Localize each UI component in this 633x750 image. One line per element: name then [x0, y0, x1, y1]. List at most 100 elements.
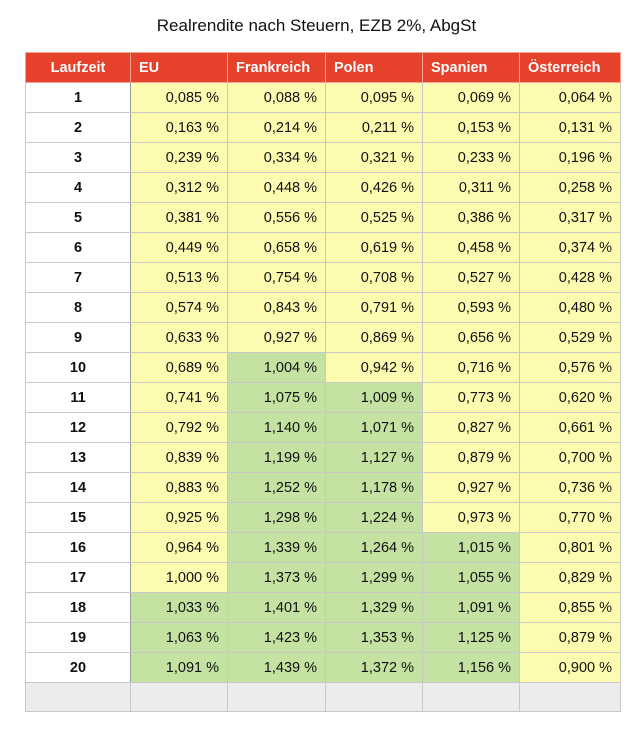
value-cell: 0,925 %: [130, 502, 228, 533]
value-cell: 0,574 %: [130, 292, 228, 323]
value-cell: 1,140 %: [227, 412, 326, 443]
column-header: EU: [130, 52, 228, 83]
value-cell: 0,964 %: [130, 532, 228, 563]
value-cell: 1,075 %: [227, 382, 326, 413]
table-row: 18 1,033 % 1,401 % 1,329 % 1,091 % 0,855 %: [25, 592, 621, 623]
value-cell: 0,312 %: [130, 172, 228, 203]
value-cell: 0,773 %: [422, 382, 520, 413]
table-row: 13 0,839 % 1,199 % 1,127 % 0,879 % 0,700 %: [25, 442, 621, 473]
value-cell: 0,448 %: [227, 172, 326, 203]
value-cell: 1,071 %: [325, 412, 423, 443]
term-cell: 11: [25, 382, 131, 413]
value-cell: 1,252 %: [227, 472, 326, 503]
value-cell: 0,829 %: [519, 562, 621, 593]
value-cell: 0,656 %: [422, 322, 520, 353]
term-cell: 9: [25, 322, 131, 353]
value-cell: 1,091 %: [130, 652, 228, 683]
value-cell: 0,927 %: [227, 322, 326, 353]
value-cell: 1,125 %: [422, 622, 520, 653]
term-cell: 4: [25, 172, 131, 203]
value-cell: 0,085 %: [130, 82, 228, 113]
term-cell: 10: [25, 352, 131, 383]
term-cell: 17: [25, 562, 131, 593]
table-row: 7 0,513 % 0,754 % 0,708 % 0,527 % 0,428 %: [25, 262, 621, 293]
value-cell: 0,801 %: [519, 532, 621, 563]
term-cell: 19: [25, 622, 131, 653]
value-cell: 1,298 %: [227, 502, 326, 533]
value-cell: 1,015 %: [422, 532, 520, 563]
table-row: 8 0,574 % 0,843 % 0,791 % 0,593 % 0,480 %: [25, 292, 621, 323]
table-row: 17 1,000 % 1,373 % 1,299 % 1,055 % 0,829 %: [25, 562, 621, 593]
term-cell: 14: [25, 472, 131, 503]
value-cell: 0,879 %: [519, 622, 621, 653]
value-cell: 0,064 %: [519, 82, 621, 113]
term-cell: 12: [25, 412, 131, 443]
value-cell: 0,334 %: [227, 142, 326, 173]
empty-footer-row: [25, 682, 621, 712]
term-cell: 20: [25, 652, 131, 683]
value-cell: 1,423 %: [227, 622, 326, 653]
value-cell: 0,620 %: [519, 382, 621, 413]
value-cell: 0,095 %: [325, 82, 423, 113]
table-row: 12 0,792 % 1,140 % 1,071 % 0,827 % 0,661 %: [25, 412, 621, 443]
value-cell: 0,791 %: [325, 292, 423, 323]
table-row: 5 0,381 % 0,556 % 0,525 % 0,386 % 0,317 %: [25, 202, 621, 233]
column-header: Frankreich: [227, 52, 326, 83]
value-cell: 0,426 %: [325, 172, 423, 203]
table-row: 9 0,633 % 0,927 % 0,869 % 0,656 % 0,529 %: [25, 322, 621, 353]
column-header: Spanien: [422, 52, 520, 83]
term-cell: 8: [25, 292, 131, 323]
value-cell: 0,211 %: [325, 112, 423, 143]
term-cell: 16: [25, 532, 131, 563]
value-cell: 1,264 %: [325, 532, 423, 563]
table-row: 2 0,163 % 0,214 % 0,211 % 0,153 % 0,131 %: [25, 112, 621, 143]
value-cell: 1,055 %: [422, 562, 520, 593]
value-cell: 0,770 %: [519, 502, 621, 533]
value-cell: 1,299 %: [325, 562, 423, 593]
empty-cell: [519, 682, 621, 712]
value-cell: 0,311 %: [422, 172, 520, 203]
value-cell: 1,033 %: [130, 592, 228, 623]
value-cell: 0,088 %: [227, 82, 326, 113]
value-cell: 0,855 %: [519, 592, 621, 623]
value-cell: 1,091 %: [422, 592, 520, 623]
value-cell: 0,942 %: [325, 352, 423, 383]
empty-cell: [325, 682, 423, 712]
value-cell: 0,480 %: [519, 292, 621, 323]
table-row: 10 0,689 % 1,004 % 0,942 % 0,716 % 0,576 %: [25, 352, 621, 383]
value-cell: 0,214 %: [227, 112, 326, 143]
value-cell: 0,754 %: [227, 262, 326, 293]
value-cell: 0,527 %: [422, 262, 520, 293]
value-cell: 1,004 %: [227, 352, 326, 383]
term-cell: 15: [25, 502, 131, 533]
title: Realrendite nach Steuern, EZB 2%, AbgSt: [156, 16, 477, 35]
term-cell: 3: [25, 142, 131, 173]
value-cell: 1,401 %: [227, 592, 326, 623]
value-cell: 0,839 %: [130, 442, 228, 473]
table-row: 1 0,085 % 0,088 % 0,095 % 0,069 % 0,064 %: [25, 82, 621, 113]
term-cell: 13: [25, 442, 131, 473]
value-cell: 0,736 %: [519, 472, 621, 503]
value-cell: 1,063 %: [130, 622, 228, 653]
value-cell: 0,927 %: [422, 472, 520, 503]
empty-cell: [422, 682, 520, 712]
value-cell: 1,224 %: [325, 502, 423, 533]
empty-cell: [25, 682, 131, 712]
term-cell: 18: [25, 592, 131, 623]
value-cell: 1,009 %: [325, 382, 423, 413]
table-body: 1 0,085 % 0,088 % 0,095 % 0,069 % 0,064 % 2 0,1…: [25, 82, 621, 712]
value-cell: 0,869 %: [325, 322, 423, 353]
value-cell: 0,163 %: [130, 112, 228, 143]
table-row: 11 0,741 % 1,075 % 1,009 % 0,773 % 0,620 %: [25, 382, 621, 413]
value-cell: 0,069 %: [422, 82, 520, 113]
value-cell: 0,879 %: [422, 442, 520, 473]
value-cell: 1,353 %: [325, 622, 423, 653]
value-cell: 0,576 %: [519, 352, 621, 383]
value-cell: 0,556 %: [227, 202, 326, 233]
value-cell: 0,513 %: [130, 262, 228, 293]
empty-cell: [227, 682, 326, 712]
table-row: 4 0,312 % 0,448 % 0,426 % 0,311 % 0,258 %: [25, 172, 621, 203]
value-cell: 0,716 %: [422, 352, 520, 383]
table-row: 20 1,091 % 1,439 % 1,372 % 1,156 % 0,900 %: [25, 652, 621, 683]
